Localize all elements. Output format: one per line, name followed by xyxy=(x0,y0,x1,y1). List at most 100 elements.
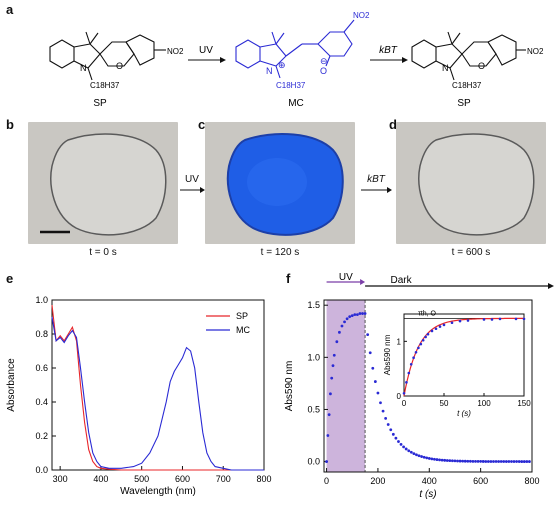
data-point xyxy=(494,460,498,463)
data-point xyxy=(474,459,477,463)
sp-alkyl: C18H37 xyxy=(90,81,120,90)
data-point xyxy=(381,409,385,413)
inset-data-point xyxy=(421,338,425,342)
data-point xyxy=(338,330,341,334)
mc-label: MC xyxy=(288,98,304,109)
inset-data-point xyxy=(514,317,518,321)
data-point xyxy=(384,416,388,420)
inset-data-point xyxy=(407,371,411,375)
inset-x-tick-label: 0 xyxy=(402,399,407,408)
data-point xyxy=(399,442,403,446)
mc-o-atom: O xyxy=(320,66,327,76)
sp-right-o-atom: O xyxy=(478,61,485,71)
uv-region xyxy=(326,300,366,472)
inset-x-axis-label: t (s) xyxy=(457,409,471,418)
data-point xyxy=(456,459,459,463)
data-point xyxy=(443,458,447,462)
dark-arrowhead xyxy=(548,283,554,289)
sp-right-n-atom: N xyxy=(442,63,449,73)
data-point xyxy=(422,455,426,459)
x-axis-label: t (s) xyxy=(419,489,436,500)
data-point xyxy=(438,458,441,462)
panel-label-d: d xyxy=(389,117,397,132)
inset-data-point xyxy=(409,362,413,366)
inset-data-point xyxy=(498,317,502,321)
y-tick-label: 0.5 xyxy=(307,404,320,414)
inset-y-axis-label: Abs590 nm xyxy=(383,334,392,375)
panel-label-f: f xyxy=(286,271,291,286)
data-point xyxy=(433,457,436,461)
data-point xyxy=(427,457,431,460)
x-axis-label: Wavelength (nm) xyxy=(120,486,196,497)
inset-x-tick-label: 100 xyxy=(477,399,491,408)
y-tick-label: 0.6 xyxy=(35,363,48,373)
inset-data-point xyxy=(450,321,454,325)
uv-arrow-label: UV xyxy=(199,45,213,56)
data-point xyxy=(376,391,380,395)
legend-label-sp: SP xyxy=(236,311,248,321)
photo-kbt-label: kBT xyxy=(367,174,385,185)
data-point xyxy=(479,460,483,463)
x-tick-label: 300 xyxy=(53,474,68,484)
data-point xyxy=(366,333,370,337)
data-point xyxy=(484,460,488,463)
inset-data-point xyxy=(490,318,494,321)
data-point xyxy=(330,376,334,380)
data-point xyxy=(445,459,449,462)
inset-data-point xyxy=(466,319,470,322)
y-tick-label: 0.8 xyxy=(35,329,48,339)
inset-data-point xyxy=(522,317,526,321)
data-point xyxy=(350,314,354,318)
photo-kbt-arrow xyxy=(361,187,392,193)
absorbance-spectrum-chart: 300 400 500 600 700 800 0.0 0.2 0.4 0.6 0.8 1.0 Wave… xyxy=(6,295,272,497)
inset-y-tick-label: 0 xyxy=(397,392,402,401)
data-point xyxy=(520,460,524,463)
inset-data-point xyxy=(414,350,418,354)
data-point xyxy=(517,460,521,463)
inset-x-tick-label: 50 xyxy=(440,399,449,408)
data-point xyxy=(407,449,411,453)
data-point xyxy=(389,428,393,432)
sp-structure-left xyxy=(49,31,166,81)
series-line-sp xyxy=(51,305,264,471)
data-point xyxy=(507,460,511,463)
data-point xyxy=(348,315,352,319)
x-tick-label: 600 xyxy=(175,474,190,484)
kinetics-chart: UV Dark 0 200 400 600 800 0.0 0.5 1.0 1.5 t (s) Abs5… xyxy=(284,272,554,500)
data-point xyxy=(394,436,398,440)
data-point xyxy=(373,380,377,383)
inset-data-point xyxy=(402,391,406,395)
y-tick-label: 0.2 xyxy=(35,431,48,441)
data-point xyxy=(492,460,495,463)
data-point xyxy=(343,320,346,324)
x-tick-label: 400 xyxy=(93,474,108,484)
y-tick-label: 0.0 xyxy=(307,457,320,467)
mc-minus: ⊖ xyxy=(320,56,328,66)
x-tick-label: 400 xyxy=(422,476,437,486)
x-tick-label: 0 xyxy=(324,476,329,486)
data-point xyxy=(528,460,531,463)
data-point xyxy=(368,351,372,355)
data-point xyxy=(361,312,364,315)
mc-n-atom: N xyxy=(266,66,273,76)
photo-t600 xyxy=(396,122,546,244)
y-axis-label: Absorbance xyxy=(6,358,17,412)
data-point xyxy=(332,353,336,357)
data-point xyxy=(345,317,349,321)
inset-fit-curve xyxy=(403,317,524,397)
y-axis-label: Abs590 nm xyxy=(284,361,295,412)
data-point xyxy=(402,445,406,449)
data-point xyxy=(502,460,506,463)
data-point xyxy=(379,401,382,405)
inset-data-point xyxy=(426,332,430,336)
panel-label-e: e xyxy=(6,271,14,286)
legend-label-mc: MC xyxy=(236,325,250,335)
inset-annotation: τth, O xyxy=(418,310,436,317)
dark-region-label: Dark xyxy=(391,275,413,286)
x-tick-label: 600 xyxy=(473,476,488,486)
mc-structure xyxy=(235,19,355,79)
data-point xyxy=(515,460,518,463)
sp-right-nitro: NO2 xyxy=(527,47,544,56)
inset-data-point xyxy=(458,319,462,323)
sp-label-left: SP xyxy=(93,98,107,109)
